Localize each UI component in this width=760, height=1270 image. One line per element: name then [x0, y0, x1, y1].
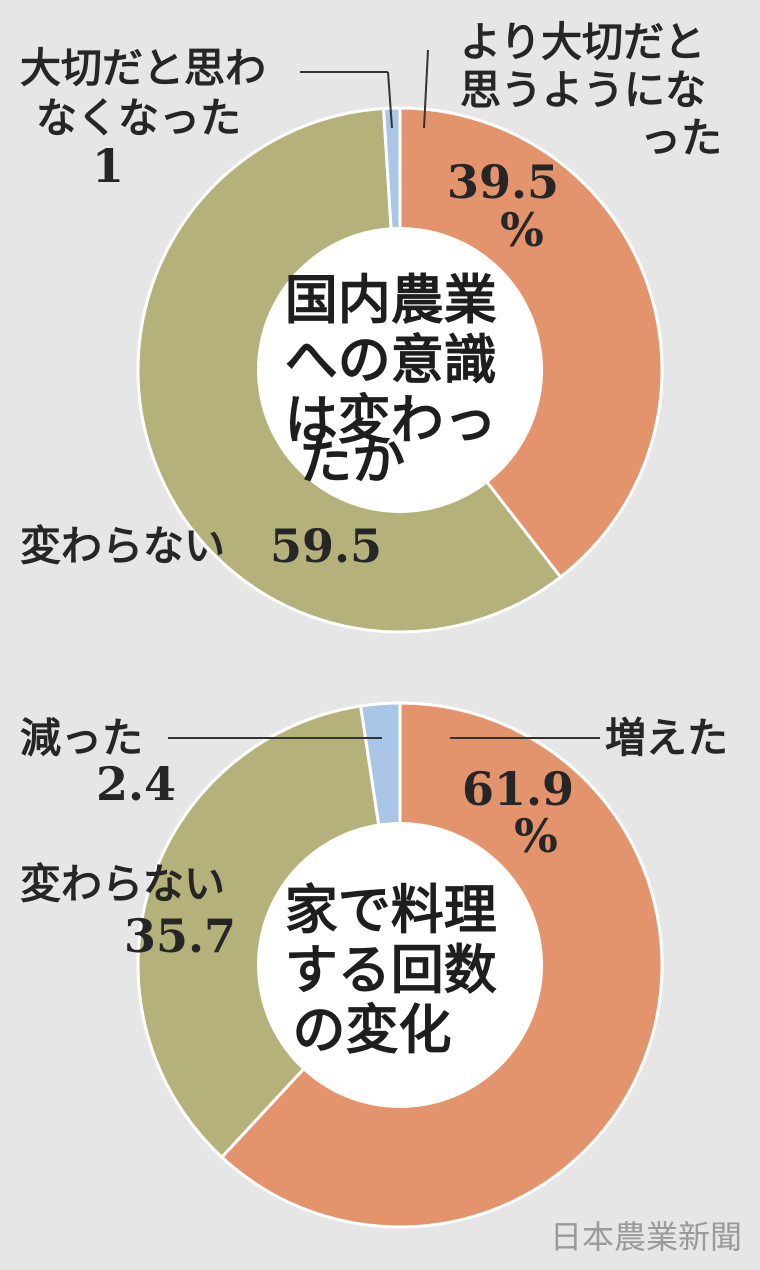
center-title-line: は変わっ: [285, 390, 497, 451]
slice-value-decreased: 2.4: [96, 757, 176, 811]
slice-unit-increased: %: [514, 809, 558, 863]
slice-value-unchanged: 35.7: [124, 909, 236, 963]
chart-home-cooking-title: 家で料理 する回数 の変化: [285, 880, 515, 1061]
chart-awareness: 国内農業 への意識 は変わっ たか より大切だと 思うようにな った 39.5 …: [20, 18, 722, 634]
center-title-line: する回数: [285, 940, 497, 1001]
source-credit: 日本農業新聞: [550, 1218, 742, 1256]
label-line: った: [640, 114, 722, 162]
center-title-line: の変化: [293, 1000, 452, 1061]
center-title-line: への意識: [285, 330, 497, 391]
slice-value-more-important: 39.5: [447, 155, 559, 209]
slice-label-decreased: 減った: [20, 714, 143, 762]
slice-label-increased: 増えた: [605, 714, 728, 762]
chart-home-cooking-hole: [257, 822, 543, 1108]
center-title-line: たか: [299, 430, 405, 491]
chart-home-cooking: 家で料理 する回数 の変化 増えた 61.9 % 減った 2.4 変わらない 3…: [20, 701, 728, 1229]
slice-label-less-important: 大切だと思わ なくなった: [20, 44, 280, 142]
chart-awareness-title: 国内農業 への意識 は変わっ たか: [285, 270, 515, 491]
label-line: 大切だと思わ: [20, 44, 266, 92]
chart-awareness-hole: [257, 227, 543, 513]
label-line: なくなった: [36, 94, 241, 142]
label-line: より大切だと: [460, 18, 705, 66]
slice-label-more-important: より大切だと 思うようにな った: [460, 18, 722, 162]
label-line: 思うようにな: [460, 66, 706, 114]
slice-value-less-important: 1: [92, 139, 124, 193]
center-title-line: 国内農業: [285, 270, 497, 331]
slice-label-unchanged: 変わらない: [20, 522, 225, 570]
leader-line: [387, 71, 393, 129]
center-title-line: 家で料理: [285, 880, 497, 941]
slice-unit-more-important: %: [500, 203, 544, 257]
slice-value-unchanged: 59.5: [270, 519, 382, 573]
slice-label-unchanged: 変わらない: [20, 860, 225, 908]
slice-value-increased: 61.9: [462, 762, 574, 816]
leader-line: [423, 49, 429, 129]
